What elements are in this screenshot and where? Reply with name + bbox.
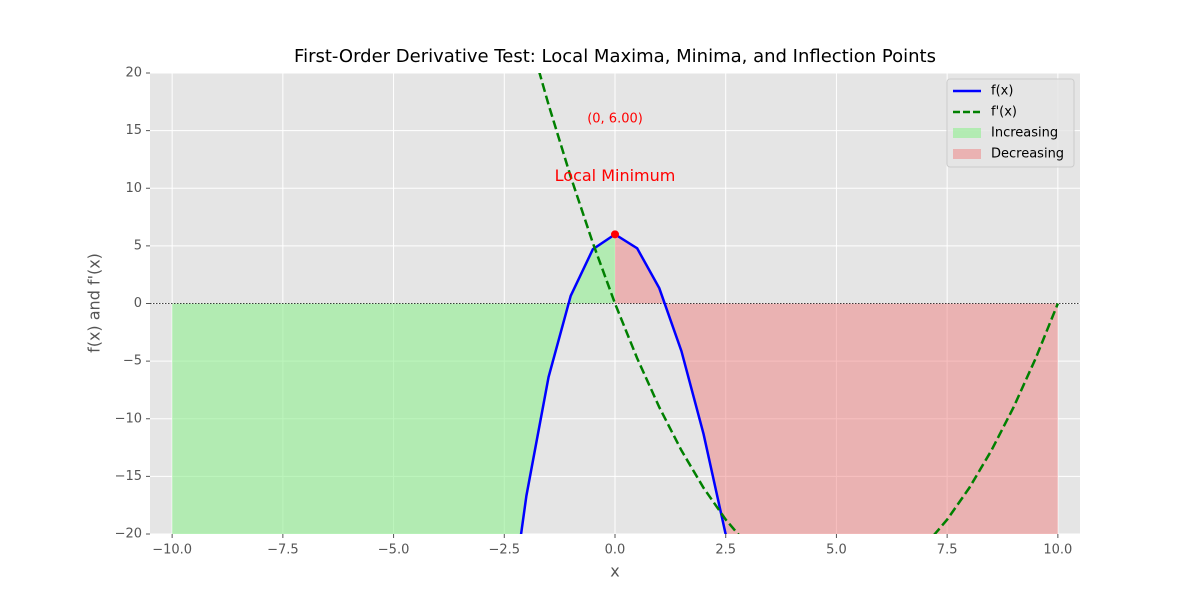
annotation: (0, 6.00) [587,112,643,127]
y-tick-label: 20 [125,66,142,81]
x-tick-label: 5.0 [826,543,847,558]
x-tick-label: 7.5 [937,543,958,558]
x-tick-label: −7.5 [267,543,299,558]
x-tick-label: −2.5 [488,543,520,558]
legend-label: Decreasing [991,147,1064,162]
x-tick-label: −10.0 [152,543,192,558]
y-tick-label: −15 [115,469,142,484]
legend-label: f'(x) [991,105,1017,120]
x-tick-label: 2.5 [715,543,736,558]
x-tick-label: 10.0 [1043,543,1072,558]
legend-swatch [953,149,981,159]
x-tick-label: −5.0 [378,543,410,558]
x-tick-label: 0.0 [605,543,626,558]
chart-title: First-Order Derivative Test: Local Maxim… [294,46,936,67]
y-tick-label: −5 [123,354,142,369]
y-tick-label: 10 [125,181,142,196]
legend-label: f(x) [991,84,1013,99]
y-tick-label: 15 [125,123,142,138]
y-tick-label: 5 [134,238,142,253]
legend-swatch [953,128,981,138]
x-axis-label: x [610,562,619,581]
fill-region [615,234,1058,534]
y-tick-label: −20 [115,527,142,542]
legend-label: Increasing [991,126,1058,141]
y-axis-label: f(x) and f'(x) [85,253,104,353]
fill-region [172,234,615,534]
y-tick-label: 0 [134,296,142,311]
annotation: Local Minimum [555,166,676,185]
y-tick-label: −10 [115,411,142,426]
legend-box [946,78,1075,168]
extremum-point [611,230,619,239]
